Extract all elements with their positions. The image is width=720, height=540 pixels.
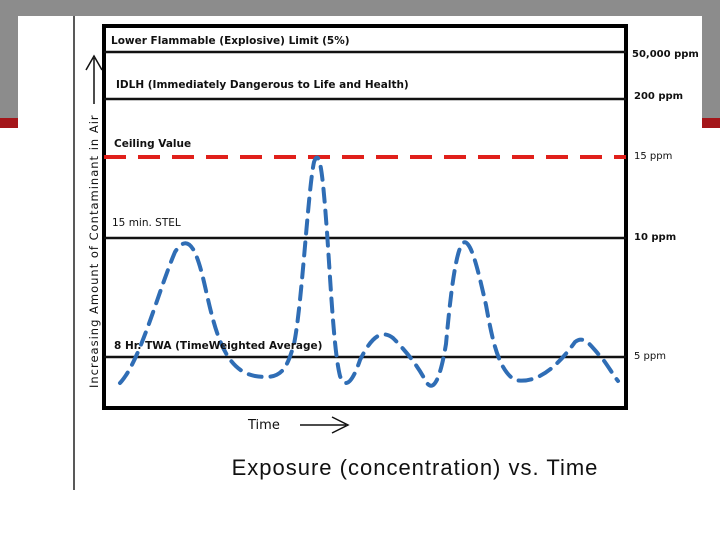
y-axis-arrow-icon (85, 54, 103, 104)
threshold-value-lfl: 50,000 ppm (632, 49, 699, 60)
y-axis-label: Increasing Amount of Contaminant in Air (87, 114, 101, 388)
threshold-value-stel: 10 ppm (634, 232, 676, 243)
exposure-curve (118, 155, 620, 388)
threshold-label-twa: 8 Hr. TWA (TimeWeighted Average) (114, 340, 322, 352)
threshold-value-twa: 5 ppm (634, 351, 666, 362)
threshold-value-idlh: 200 ppm (634, 91, 683, 102)
x-axis-label: Time (247, 418, 280, 433)
diagram-title: Exposure (concentration) vs. Time (0, 455, 720, 481)
threshold-label-stel: 15 min. STEL (112, 217, 181, 229)
threshold-value-ceiling: 15 ppm (634, 151, 672, 162)
diagram-title-text: Exposure (concentration) vs. Time (231, 455, 599, 480)
threshold-label-ceiling: Ceiling Value (114, 138, 191, 150)
threshold-label-lfl: Lower Flammable (Explosive) Limit (5%) (111, 35, 350, 47)
threshold-label-idlh: IDLH (Immediately Dangerous to Life and … (116, 79, 409, 91)
plot-frame (102, 24, 628, 410)
x-axis-arrow-icon (300, 416, 350, 434)
